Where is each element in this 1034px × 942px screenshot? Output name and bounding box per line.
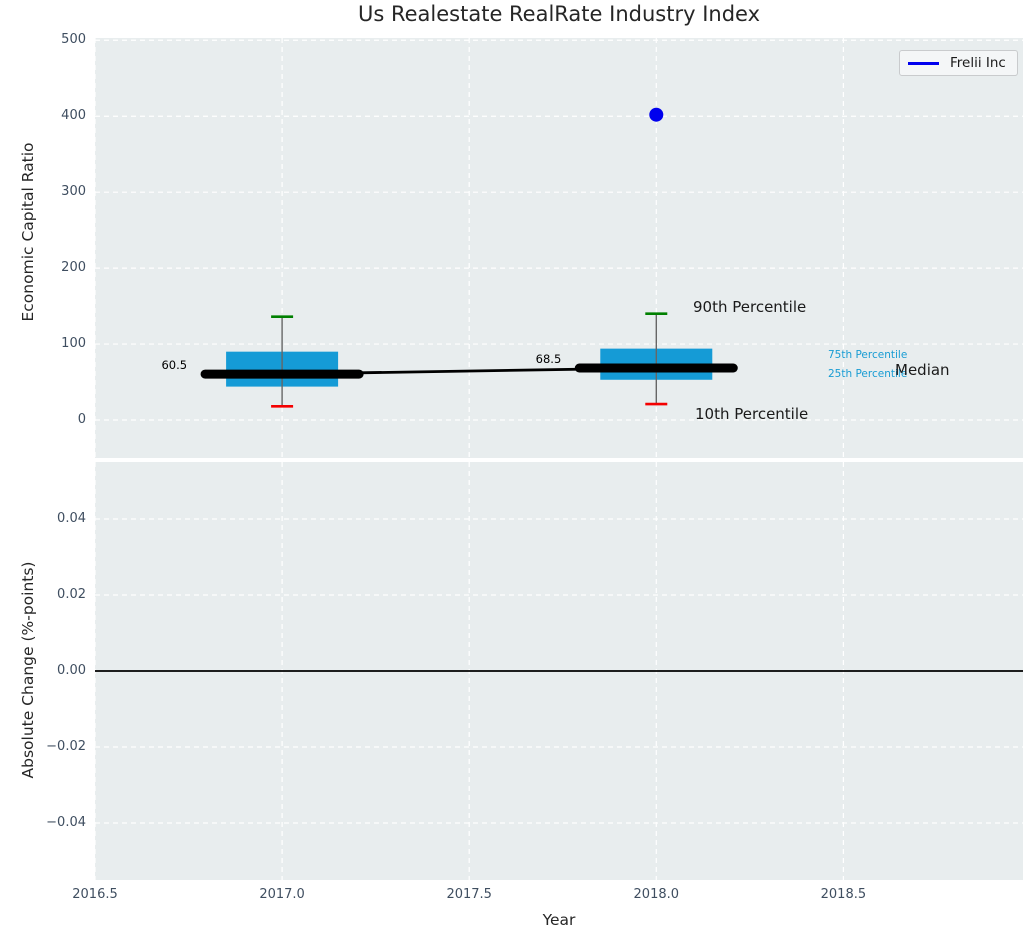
y-tick-label-bottom: −0.02 — [46, 739, 86, 754]
annotation-median: Median — [895, 361, 950, 379]
y-tick-label-bottom: 0.00 — [57, 663, 86, 678]
legend-label: Frelii Inc — [950, 55, 1006, 71]
y-tick-label-top: 200 — [61, 260, 86, 276]
annotation-p25: 25th Percentile — [828, 368, 907, 380]
y-tick-label-top: 400 — [61, 108, 86, 124]
chart-title: Us Realestate RealRate Industry Index — [357, 2, 760, 26]
annotation-p10: 10th Percentile — [695, 405, 808, 423]
top-plot: 60.5 68.5 90th Percentile 10th Percentile 75… — [95, 38, 1023, 458]
y-tick-label-bottom: 0.02 — [57, 587, 86, 602]
y-tick-label-top: 100 — [61, 336, 86, 352]
annotation-p75: 75th Percentile — [828, 349, 907, 361]
y-tick-label-bottom: −0.04 — [46, 815, 86, 830]
x-tick-label: 2018.5 — [820, 887, 867, 902]
y-tick-label-bottom: 0.04 — [57, 511, 86, 526]
median-value-label: 68.5 — [536, 352, 562, 366]
x-axis-label: Year — [542, 911, 576, 929]
annotation-p90: 90th Percentile — [693, 298, 806, 316]
company-point — [649, 107, 664, 122]
x-tick-label: 2017.5 — [446, 887, 492, 902]
y-tick-label-top: 300 — [61, 184, 86, 200]
x-tick-label: 2016.5 — [72, 887, 118, 902]
legend: Frelii Inc — [899, 50, 1018, 76]
median-value-label: 60.5 — [161, 358, 187, 372]
y-tick-label-top: 0 — [77, 412, 86, 428]
y-tick-label-top: 500 — [61, 32, 86, 48]
x-tick-label: 2017.0 — [259, 887, 305, 902]
legend-line-swatch — [908, 61, 939, 65]
x-tick-label: 2018.0 — [633, 887, 680, 902]
bottom-plot — [95, 462, 1023, 880]
